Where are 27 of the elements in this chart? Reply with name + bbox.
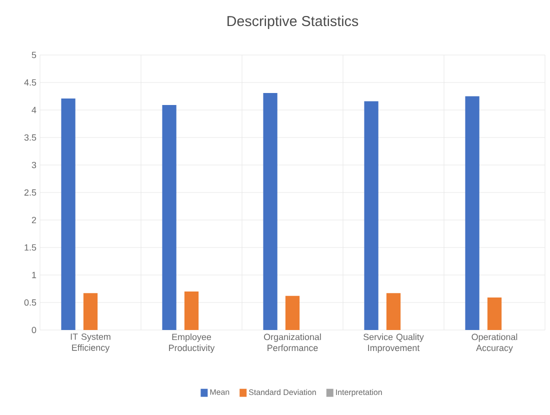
y-tick-label: 1.5 [24, 244, 36, 251]
x-tick-label: Organizational Performance [264, 334, 321, 352]
y-tick-label: 5 [32, 52, 36, 58]
y-tick-label: 0.5 [24, 299, 36, 306]
y-tick-label: 0 [32, 326, 36, 334]
bar [487, 298, 502, 330]
x-tick-label: IT System Efficiency [70, 334, 110, 353]
x-tick-label: Employee Productivity [169, 334, 215, 353]
y-tick-label: 4.5 [24, 79, 36, 86]
y-tick-label: 3 [32, 162, 36, 168]
chart-title: Descriptive Statistics [228, 16, 358, 30]
bar [162, 105, 176, 330]
bar [364, 101, 378, 330]
bar [184, 292, 199, 330]
x-tick-label: Operational Accuracy [472, 334, 518, 353]
bar [386, 293, 401, 330]
bar [83, 293, 98, 330]
bar [61, 98, 76, 330]
y-tick-label: 2 [32, 216, 36, 224]
y-tick-label: 4 [32, 106, 36, 114]
bar [263, 92, 278, 330]
y-tick-label: 3.5 [24, 134, 36, 141]
bar [465, 96, 480, 330]
y-tick-label: 1 [32, 272, 36, 278]
x-tick-label: Service Quality Improvement [364, 334, 424, 353]
y-tick-label: 2.5 [24, 189, 36, 196]
bar [285, 296, 300, 330]
